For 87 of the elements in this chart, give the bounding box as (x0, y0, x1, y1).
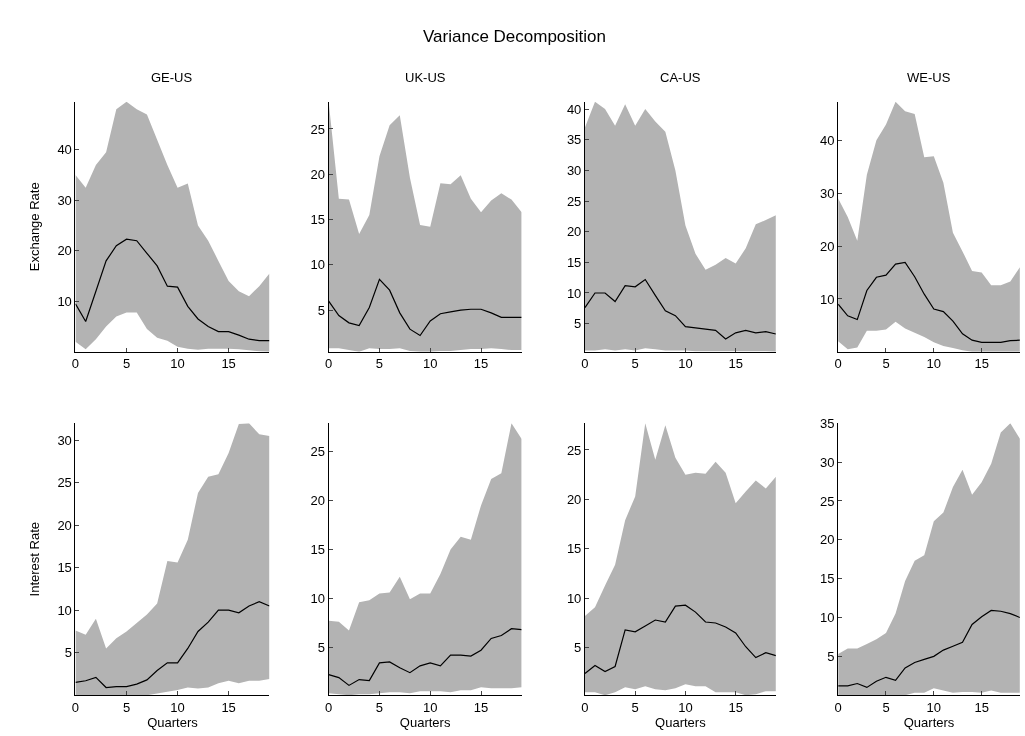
x-tick-label: 15 (974, 356, 989, 372)
y-tick-label: 25 (566, 442, 582, 458)
y-tick-label: 5 (317, 302, 326, 318)
y-tick-label: 20 (566, 491, 582, 507)
chart-title: WE-US (907, 70, 951, 85)
y-tick-label: 15 (310, 541, 326, 557)
y-tick-label: 20 (310, 493, 326, 509)
chart-title: UK-US (405, 70, 446, 85)
y-tick-label: 5 (317, 639, 326, 655)
x-axis-title: Quarters (903, 714, 955, 730)
y-tick-label: 25 (566, 193, 582, 209)
x-tick-label: 15 (473, 356, 489, 372)
x-axis-title: Quarters (399, 714, 451, 730)
text: Variance Decomposition (423, 27, 606, 46)
x-tick-label: 5 (375, 356, 384, 372)
y-tick-label: 20 (820, 238, 835, 254)
y-tick-label: 15 (566, 541, 582, 557)
y-tick-label: 5 (64, 645, 72, 661)
x-tick-label: 15 (728, 699, 743, 715)
x-tick-label: 0 (325, 699, 333, 715)
x-tick-label: 10 (926, 356, 942, 372)
x-tick-label: 0 (834, 699, 842, 715)
x-tick-label: 15 (473, 699, 489, 715)
x-tick-label: 10 (926, 699, 942, 715)
y-tick-label: 5 (827, 648, 835, 664)
x-tick-label: 10 (678, 356, 693, 372)
y-tick-label: 35 (820, 415, 835, 431)
x-tick-label: 10 (678, 699, 693, 715)
x-tick-label: 10 (170, 699, 185, 715)
y-tick-label: 10 (566, 590, 582, 606)
y-axis-title: Interest Rate (27, 522, 43, 597)
x-tick-label: 10 (170, 356, 185, 372)
y-tick-label: 20 (57, 243, 72, 259)
x-tick-label: 0 (71, 356, 80, 372)
y-tick-label: 15 (820, 571, 835, 587)
y-tick-label: 40 (820, 132, 835, 148)
y-tick-label: 40 (57, 142, 72, 158)
x-tick-label: 0 (71, 699, 80, 715)
y-tick-label: 25 (310, 444, 326, 460)
x-tick-label: 15 (974, 699, 989, 715)
y-tick-label: 10 (310, 257, 326, 273)
y-tick-label: 10 (566, 285, 582, 301)
x-axis-title: Quarters (147, 714, 199, 730)
x-axis-title: Quarters (655, 714, 707, 730)
x-tick-label: 0 (581, 699, 589, 715)
x-tick-label: 5 (122, 356, 131, 372)
y-tick-label: 10 (820, 291, 835, 307)
y-tick-label: 10 (310, 590, 326, 606)
y-tick-label: 30 (820, 454, 835, 470)
x-tick-label: 15 (728, 356, 743, 372)
y-tick-label: 20 (57, 517, 72, 533)
x-tick-label: 0 (581, 356, 589, 372)
x-tick-label: 5 (631, 356, 639, 372)
y-tick-label: 30 (566, 162, 582, 178)
y-tick-label: 5 (574, 316, 582, 332)
x-tick-label: 5 (122, 699, 131, 715)
x-tick-label: 0 (834, 356, 842, 372)
chart-title: CA-US (660, 70, 701, 85)
chart-title: GE-US (151, 70, 193, 85)
y-tick-label: 30 (820, 185, 835, 201)
y-tick-label: 35 (566, 132, 582, 148)
y-tick-label: 15 (566, 254, 582, 270)
y-tick-label: 25 (820, 493, 835, 509)
x-tick-label: 15 (221, 699, 236, 715)
y-tick-label: 30 (57, 432, 72, 448)
y-tick-label: 20 (820, 532, 835, 548)
x-tick-label: 0 (325, 356, 333, 372)
x-tick-label: 10 (423, 699, 438, 715)
y-tick-label: 20 (310, 166, 326, 182)
y-tick-label: 5 (574, 640, 582, 656)
y-tick-label: 20 (566, 224, 582, 240)
y-tick-label: 10 (57, 602, 72, 618)
x-tick-label: 5 (882, 699, 890, 715)
y-tick-label: 40 (566, 101, 582, 117)
y-tick-label: 10 (820, 610, 835, 626)
x-tick-label: 5 (882, 356, 890, 372)
y-tick-label: 15 (310, 212, 326, 228)
y-tick-label: 30 (57, 192, 72, 208)
y-tick-label: 15 (57, 560, 72, 576)
y-tick-label: 25 (57, 475, 72, 491)
y-tick-label: 25 (310, 121, 326, 137)
y-tick-label: 10 (57, 293, 72, 309)
x-tick-label: 15 (221, 356, 236, 372)
x-tick-label: 10 (423, 356, 438, 372)
x-tick-label: 5 (375, 699, 384, 715)
x-tick-label: 5 (631, 699, 639, 715)
y-axis-title: Exchange Rate (27, 182, 43, 272)
